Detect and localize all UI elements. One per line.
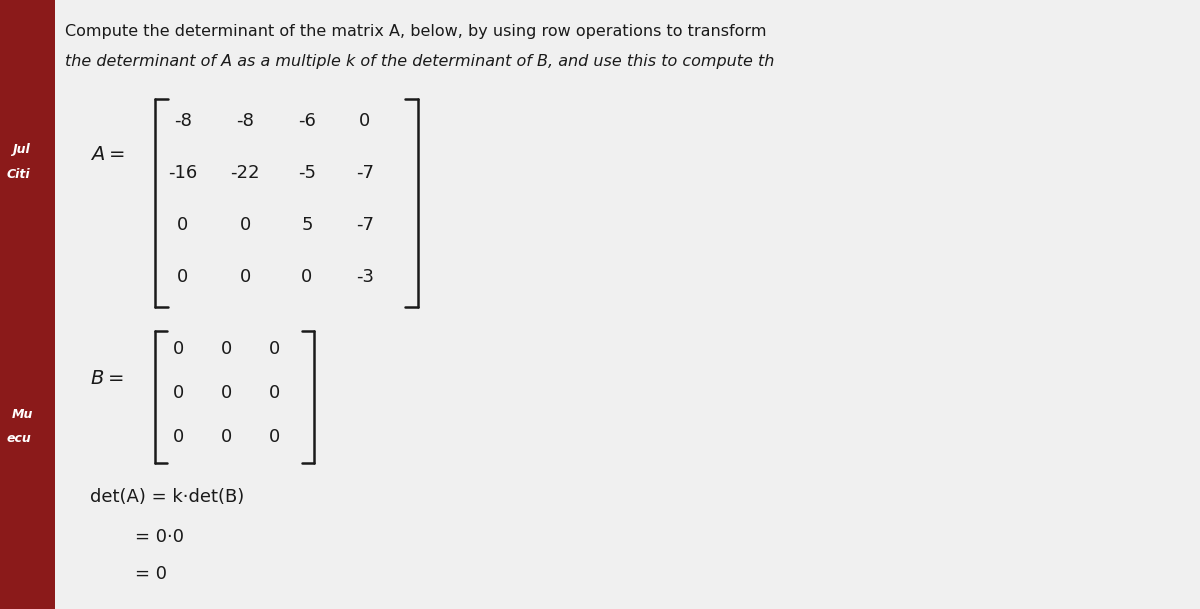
Text: -8: -8 <box>236 112 254 130</box>
Text: -6: -6 <box>298 112 316 130</box>
Text: 0: 0 <box>173 428 185 446</box>
Text: 0: 0 <box>269 384 281 402</box>
Text: Jul: Jul <box>12 143 30 155</box>
Text: -7: -7 <box>356 216 374 234</box>
Text: Compute the determinant of the matrix A, below, by using row operations to trans: Compute the determinant of the matrix A,… <box>65 24 767 39</box>
Text: 0: 0 <box>301 268 313 286</box>
Text: = 0: = 0 <box>134 565 167 583</box>
Text: Mu: Mu <box>12 407 34 420</box>
Text: -3: -3 <box>356 268 374 286</box>
Text: 0: 0 <box>221 428 233 446</box>
Text: det(A) = k·det(B): det(A) = k·det(B) <box>90 488 245 506</box>
FancyBboxPatch shape <box>0 0 55 609</box>
Text: -8: -8 <box>174 112 192 130</box>
Text: ecu: ecu <box>7 432 31 446</box>
Text: Citi: Citi <box>7 167 31 180</box>
Text: 0: 0 <box>239 268 251 286</box>
Text: = 0·0: = 0·0 <box>134 528 184 546</box>
Text: 0: 0 <box>359 112 371 130</box>
Text: 0: 0 <box>178 216 188 234</box>
Text: 0: 0 <box>221 340 233 358</box>
Text: 0: 0 <box>269 428 281 446</box>
Text: the determinant of A as a multiple k of the determinant of B, and use this to co: the determinant of A as a multiple k of … <box>65 54 774 69</box>
Text: $B =$: $B =$ <box>90 370 124 389</box>
Text: 0: 0 <box>173 340 185 358</box>
Text: -22: -22 <box>230 164 259 182</box>
Text: 0: 0 <box>221 384 233 402</box>
Text: 0: 0 <box>269 340 281 358</box>
Text: -16: -16 <box>168 164 198 182</box>
Text: 0: 0 <box>239 216 251 234</box>
Text: $A =$: $A =$ <box>90 144 125 163</box>
Text: 0: 0 <box>173 384 185 402</box>
Text: 0: 0 <box>178 268 188 286</box>
Text: -5: -5 <box>298 164 316 182</box>
Text: -7: -7 <box>356 164 374 182</box>
Text: 5: 5 <box>301 216 313 234</box>
